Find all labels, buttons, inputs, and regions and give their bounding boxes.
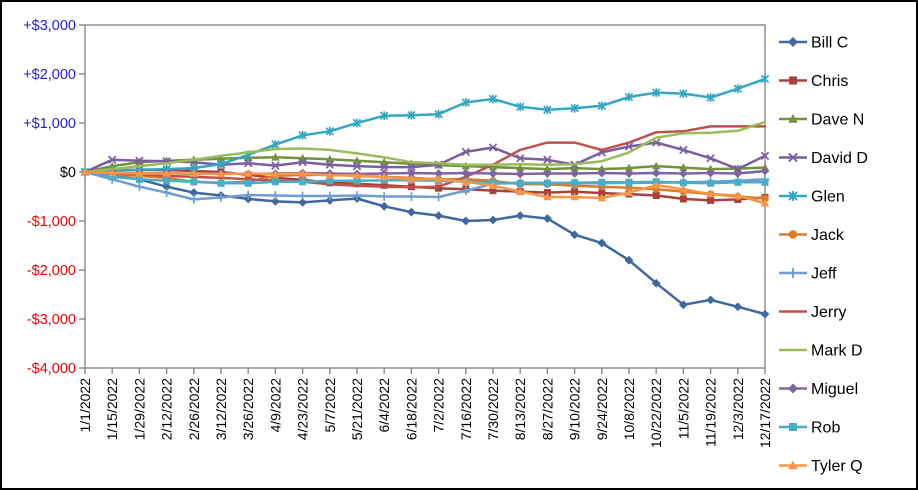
legend-item-rob: Rob (779, 420, 840, 437)
legend-label: David D (811, 150, 868, 167)
x-tick-label: 2/26/2022 (186, 378, 202, 440)
series-mark-d (83, 120, 767, 174)
legend-item-jack: Jack (779, 227, 845, 244)
y-tick-label: -$3,000 (27, 312, 76, 328)
legend-label: Rob (811, 420, 840, 437)
x-tick-label: 10/22/2022 (648, 378, 664, 448)
y-tick-label: -$2,000 (27, 263, 76, 279)
legend-item-glen: Glen (779, 189, 845, 206)
legend-label: Jerry (811, 304, 847, 321)
x-tick-label: 2/12/2022 (159, 378, 175, 440)
series-tyler-q (80, 167, 770, 207)
legend-label: Jack (811, 227, 845, 244)
x-tick-label: 10/8/2022 (621, 378, 637, 440)
x-tick-label: 1/29/2022 (131, 378, 147, 440)
x-tick-label: 3/26/2022 (240, 378, 256, 440)
x-tick-label: 5/7/2022 (322, 378, 338, 433)
x-tick-label: 11/19/2022 (703, 378, 719, 447)
x-tick-label: 1/1/2022 (77, 378, 93, 433)
x-tick-label: 9/10/2022 (567, 378, 583, 440)
x-tick-label: 6/4/2022 (376, 378, 392, 433)
x-tick-label: 12/3/2022 (730, 378, 746, 440)
y-tick-label: -$1,000 (27, 214, 76, 230)
legend-label: Dave N (811, 112, 864, 129)
legend-label: Chris (811, 73, 848, 90)
series-jerry (83, 125, 767, 189)
legend-label: Miguel (811, 381, 858, 398)
x-tick-label: 6/18/2022 (403, 378, 419, 440)
x-tick-label: 4/23/2022 (295, 378, 311, 440)
x-tick-label: 4/9/2022 (267, 378, 283, 433)
y-tick-label: $0 (60, 165, 76, 181)
legend-label: Mark D (811, 343, 863, 360)
x-tick-label: 3/12/2022 (213, 378, 229, 440)
x-tick-label: 1/15/2022 (104, 378, 120, 440)
legend-label: Jeff (811, 266, 837, 283)
legend-item-david-d: David D (779, 150, 868, 167)
y-tick-label: +$3,000 (23, 18, 76, 34)
x-tick-label: 8/27/2022 (539, 378, 555, 440)
x-tick-label: 12/17/2022 (757, 378, 773, 448)
x-tick-label: 7/16/2022 (458, 378, 474, 440)
y-tick-label: +$2,000 (23, 67, 76, 83)
y-tick-label: +$1,000 (23, 116, 76, 132)
x-tick-label: 8/13/2022 (512, 378, 528, 440)
legend-item-chris: Chris (779, 73, 848, 90)
y-tick-label: -$4,000 (27, 361, 76, 377)
legend-item-jerry: Jerry (779, 304, 847, 321)
x-tick-label: 7/2/2022 (431, 378, 447, 433)
legend-label: Glen (811, 189, 845, 206)
legend-item-jeff: Jeff (779, 266, 837, 283)
x-tick-label: 9/24/2022 (594, 378, 610, 440)
x-tick-label: 7/30/2022 (485, 378, 501, 440)
legend-item-mark-d: Mark D (779, 343, 863, 360)
x-tick-label: 5/21/2022 (349, 378, 365, 440)
legend-item-miguel: Miguel (779, 381, 858, 398)
legend-label: Tyler Q (811, 458, 863, 475)
legend-item-bill-c: Bill C (779, 35, 848, 52)
legend-item-dave-n: Dave N (779, 112, 864, 129)
legend-item-tyler-q: Tyler Q (779, 458, 863, 475)
legend-label: Bill C (811, 35, 848, 52)
x-tick-label: 11/5/2022 (675, 378, 691, 439)
